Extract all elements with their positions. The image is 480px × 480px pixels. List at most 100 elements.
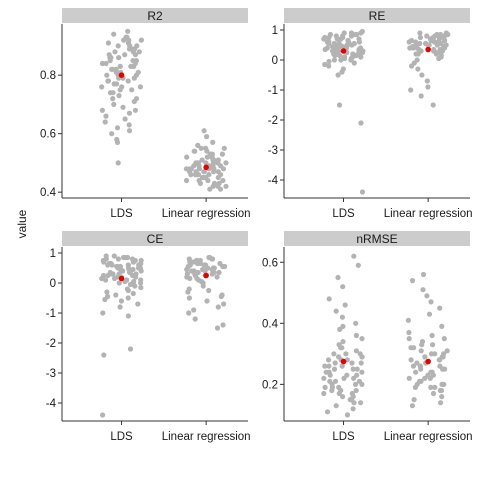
- data-point: [332, 360, 338, 366]
- data-point: [115, 256, 121, 262]
- data-point: [132, 257, 138, 264]
- data-point: [439, 354, 445, 360]
- data-point: [437, 31, 444, 38]
- data-point: [206, 172, 212, 178]
- data-point: [138, 260, 144, 267]
- data-point: [339, 363, 345, 369]
- data-point: [437, 305, 443, 311]
- data-point: [333, 308, 339, 314]
- data-point: [406, 375, 412, 381]
- data-point: [137, 84, 143, 90]
- data-point: [115, 265, 121, 271]
- data-point: [356, 49, 362, 56]
- data-point: [337, 52, 343, 59]
- data-point: [195, 142, 201, 148]
- data-point: [410, 43, 416, 50]
- data-point: [422, 354, 428, 360]
- data-point: [436, 55, 442, 62]
- data-point: [406, 336, 412, 342]
- data-point: [116, 55, 122, 61]
- data-point: [125, 313, 131, 319]
- data-point: [356, 39, 362, 45]
- data-point: [415, 51, 421, 57]
- data-point: [413, 369, 419, 375]
- data-point: [130, 290, 136, 297]
- data-point: [418, 366, 424, 372]
- data-point: [101, 352, 107, 358]
- x-tick-label: Linear regression: [162, 208, 251, 220]
- data-point: [420, 271, 427, 278]
- data-point: [107, 269, 113, 276]
- data-point: [327, 372, 333, 378]
- data-point: [127, 281, 133, 288]
- data-point: [359, 189, 366, 195]
- facet-title: RE: [369, 9, 386, 23]
- data-point: [325, 40, 332, 47]
- data-point: [114, 81, 120, 87]
- facet-strip: [62, 231, 248, 246]
- data-point: [359, 381, 365, 387]
- data-point: [193, 172, 199, 178]
- data-point: [439, 394, 445, 400]
- mean-point: [118, 275, 125, 282]
- data-point: [359, 49, 366, 56]
- data-point: [405, 317, 411, 323]
- data-point: [116, 271, 122, 277]
- data-point: [117, 87, 123, 93]
- data-point: [326, 296, 332, 302]
- y-tick-label: -1: [46, 308, 56, 320]
- data-point: [211, 169, 217, 175]
- data-point: [132, 107, 138, 113]
- y-tick-label: -4: [46, 398, 57, 410]
- data-point: [192, 316, 198, 322]
- data-point: [121, 254, 127, 261]
- data-point: [336, 48, 342, 54]
- data-point: [115, 43, 121, 49]
- data-point: [131, 75, 137, 81]
- y-tick-label: 0: [272, 55, 278, 67]
- y-axis-label: value: [15, 209, 29, 238]
- data-point: [408, 87, 414, 93]
- data-point: [201, 128, 207, 134]
- data-point: [187, 275, 193, 282]
- data-point: [419, 342, 425, 348]
- data-point: [185, 289, 191, 295]
- data-point: [420, 287, 426, 293]
- data-point: [331, 57, 337, 63]
- data-point: [438, 400, 444, 406]
- data-point: [223, 183, 229, 189]
- data-point: [136, 49, 142, 55]
- data-point: [417, 40, 423, 47]
- data-point: [186, 310, 192, 316]
- data-point: [331, 351, 337, 357]
- x-tick-label: LDS: [110, 431, 133, 443]
- data-point: [113, 292, 119, 298]
- data-point: [321, 390, 327, 397]
- data-point: [427, 375, 433, 381]
- data-point: [336, 354, 342, 360]
- data-point: [424, 33, 430, 39]
- mean-point: [425, 46, 431, 53]
- data-point: [126, 128, 133, 134]
- data-point: [105, 78, 111, 84]
- data-point: [426, 311, 433, 317]
- data-point: [430, 342, 436, 348]
- data-point: [99, 60, 105, 67]
- data-point: [348, 33, 355, 39]
- data-point: [428, 299, 434, 305]
- data-point: [410, 363, 417, 369]
- data-point: [219, 151, 225, 157]
- panel-nrmse: nRMSE 0.2 0.4 0.6 LDS Linear regression: [262, 231, 473, 443]
- data-point: [428, 384, 434, 390]
- data-point: [217, 186, 224, 192]
- data-point: [184, 154, 190, 160]
- data-point: [436, 36, 442, 42]
- mean-point: [118, 72, 125, 78]
- data-point: [135, 301, 141, 307]
- data-point: [138, 280, 144, 286]
- data-point: [188, 172, 194, 178]
- data-point: [103, 113, 109, 119]
- data-point: [329, 387, 335, 394]
- y-tick-label: -2: [46, 338, 56, 350]
